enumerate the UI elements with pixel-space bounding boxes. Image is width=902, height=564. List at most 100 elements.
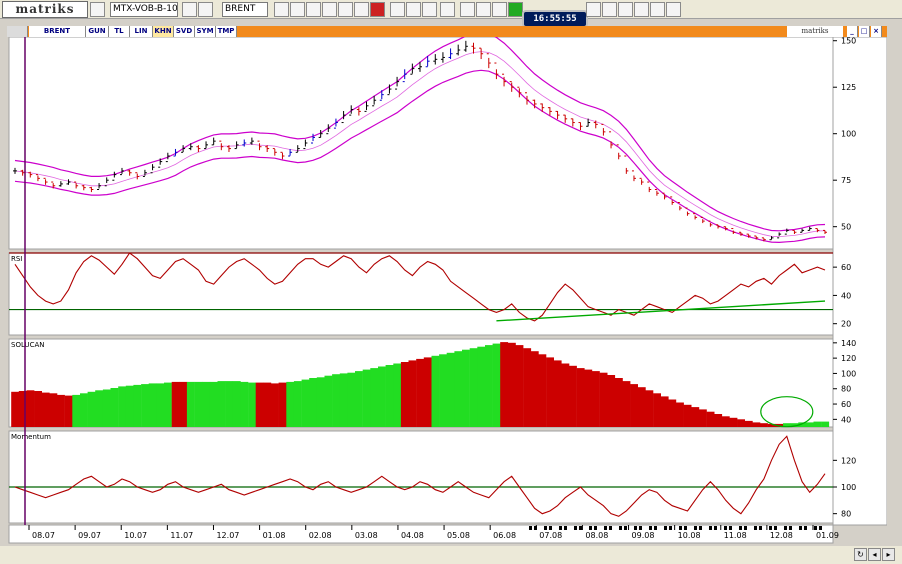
options-icon[interactable] (666, 2, 681, 17)
chart-icon[interactable] (274, 2, 289, 17)
solucan-bar (141, 384, 149, 427)
solucan-bar (737, 419, 745, 427)
solucan-bar (347, 372, 356, 427)
solucan-bar (309, 378, 318, 427)
middle-band (14, 51, 826, 238)
volume-tick (744, 526, 747, 530)
solucan-bar (760, 423, 768, 427)
solucan-bar (454, 351, 463, 427)
volume-tick (564, 526, 567, 530)
volume-tick (574, 526, 577, 530)
x-tick-label: 07.08 (539, 531, 562, 540)
save-icon[interactable] (90, 2, 105, 17)
solucan-bar (362, 369, 371, 427)
solucan-bar (653, 393, 661, 427)
volume-tick (814, 526, 817, 530)
solucan-bar (584, 369, 593, 427)
panel-title: Momentum (11, 433, 51, 441)
solucan-bar (324, 375, 333, 427)
solucan-bar (607, 375, 616, 427)
globe-icon[interactable] (290, 2, 305, 17)
solucan-bar (767, 423, 776, 427)
print-preview-icon[interactable] (634, 2, 649, 17)
solucan-bar (744, 420, 753, 427)
x-tick-label: 12.08 (770, 531, 793, 540)
volume-tick (589, 526, 592, 530)
view-icon[interactable] (460, 2, 475, 17)
solucan-bar (156, 383, 165, 427)
volume-tick (724, 526, 727, 530)
solucan-bar (179, 381, 188, 427)
print-icon[interactable] (650, 2, 665, 17)
symbol-dropdown[interactable]: MTX-VOB-B-102¢ (110, 2, 178, 17)
volume-tick (594, 526, 597, 530)
tab-tmp[interactable]: TMP (216, 26, 237, 37)
scroll-right-icon[interactable]: ▸ (882, 548, 895, 561)
solucan-bar (49, 393, 58, 427)
solucan-bar (240, 381, 249, 427)
info-icon[interactable] (198, 2, 213, 17)
instrument-dropdown[interactable]: BRENT (222, 2, 268, 17)
crosshair-icon[interactable] (440, 2, 455, 17)
drawing-icon[interactable] (338, 2, 353, 17)
tab-svd[interactable]: SVD (174, 26, 195, 37)
close-button[interactable]: × (871, 26, 882, 37)
tab-gun[interactable]: GUN (86, 26, 109, 37)
scroll-left-icon[interactable]: ◂ (868, 548, 881, 561)
solucan-bar (41, 392, 50, 427)
y-tick-label: 100 (841, 483, 856, 492)
brand-label: matriks (787, 26, 843, 37)
clock-icon[interactable] (322, 2, 337, 17)
refresh-icon[interactable] (306, 2, 321, 17)
panel-3-background (8, 430, 834, 524)
layout-icon[interactable] (182, 2, 197, 17)
chart-area: 50 75 100 125 150 20 40 60 RSI 40 60 80 100 120 140 SOL… (7, 37, 887, 545)
solucan-bar (599, 372, 608, 427)
solucan-bar (408, 360, 417, 427)
solucan-bar (102, 389, 111, 427)
solucan-bar (775, 423, 784, 427)
solucan-bar (278, 382, 287, 427)
volume-tick (609, 526, 612, 530)
x-tick-label: 05.08 (447, 531, 470, 540)
bold-icon[interactable] (370, 2, 385, 17)
volume-tick (769, 526, 772, 530)
panel-0-background (8, 37, 834, 250)
solucan-bar (553, 360, 562, 427)
solucan-bar (355, 371, 363, 427)
y-tick-label: 120 (841, 456, 856, 465)
green-icon[interactable] (508, 2, 523, 17)
solucan-bar (125, 385, 134, 427)
solucan-bar (217, 381, 226, 427)
status-bar: ↻ ◂ ▸ (0, 546, 902, 564)
refresh-small-icon[interactable]: ↻ (854, 548, 867, 561)
volume-tick (604, 526, 607, 530)
window-icon[interactable] (586, 2, 601, 17)
volume-tick (654, 526, 657, 530)
tab-lin[interactable]: LIN (130, 26, 153, 37)
tab-brent[interactable]: BRENT (29, 26, 86, 37)
edit-icon[interactable] (354, 2, 369, 17)
move-icon[interactable] (422, 2, 437, 17)
indicator-icon[interactable] (492, 2, 507, 17)
zoom-icon[interactable] (406, 2, 421, 17)
window-menu-icon[interactable] (7, 26, 28, 37)
solucan-bar (385, 365, 394, 427)
solucan-bar (691, 407, 700, 427)
x-tick-label: 04.08 (401, 531, 424, 540)
maximize-button[interactable]: □ (859, 26, 870, 37)
solucan-bar (26, 390, 35, 427)
tile-icon[interactable] (602, 2, 617, 17)
y-tick-label: 120 (841, 354, 856, 363)
stats-icon[interactable] (476, 2, 491, 17)
tab-khn[interactable]: KHN (153, 26, 174, 37)
tab-sym[interactable]: SYM (195, 26, 216, 37)
solucan-bar (378, 366, 386, 427)
panel-title: RSI (11, 255, 22, 263)
cascade-icon[interactable] (618, 2, 633, 17)
tab-tl[interactable]: TL (109, 26, 130, 37)
minimize-button[interactable]: _ (847, 26, 858, 37)
text-icon[interactable] (390, 2, 405, 17)
solucan-bar (439, 354, 447, 427)
solucan-bar (423, 357, 432, 427)
